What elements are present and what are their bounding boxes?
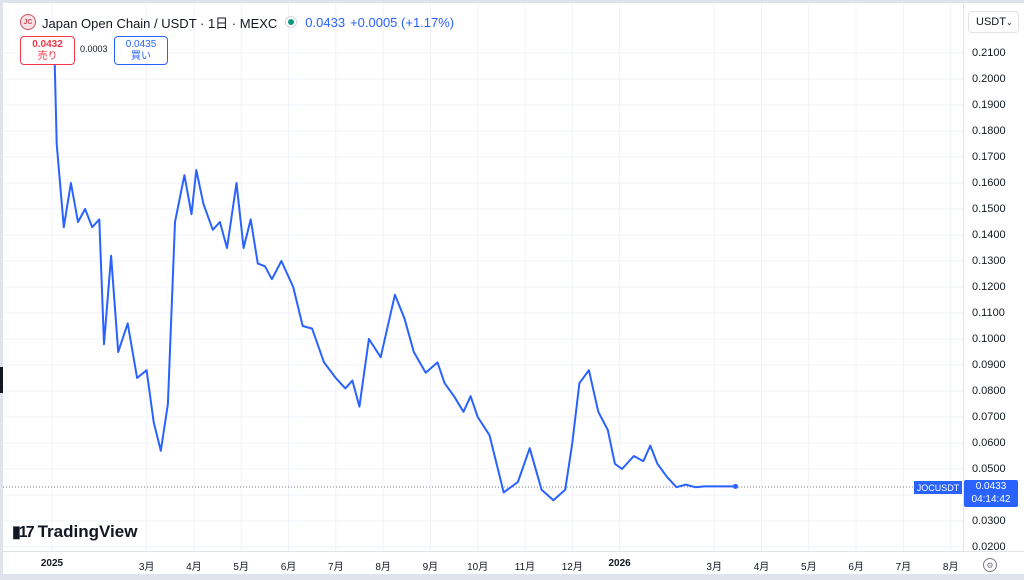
legend-last-price: 0.0433 [305,14,346,30]
y-tick-label: 0.0600 [972,437,1006,449]
buy-button[interactable]: 0.0435 買い [114,36,168,65]
series-line-jocusdt [53,50,736,502]
watermark-text: TradingView [37,522,138,541]
chart-grid [3,3,963,551]
y-tick-label: 0.1500 [972,203,1006,215]
left-border [0,0,3,580]
sell-label: 売り [37,50,58,62]
y-tick-label: 0.0300 [972,515,1006,527]
market-status-icon[interactable] [285,16,298,28]
last-price-tag-value: 0.0433 [975,481,1007,492]
x-tick-label: 5月 [801,562,817,573]
y-tick-label: 0.2100 [972,47,1006,59]
y-tick-label: 0.0500 [972,463,1006,475]
bottom-border [0,574,1024,580]
x-tick-label: 6月 [280,562,297,573]
x-tick-label: 7月 [328,562,344,573]
y-tick-label: 0.1700 [972,151,1006,163]
coin-icon: JC [20,14,36,30]
buy-label: 買い [131,50,151,62]
symbol-title[interactable]: Japan Open Chain / USDT · 1日 · MEXC [42,15,278,31]
symbol-price-tag: JOCUSDT [914,481,962,494]
last-price-tag: 0.0433 04:14:42 [964,480,1018,507]
tradingview-watermark[interactable]: ▮17 TradingView [12,522,137,542]
chart-legend[interactable]: JC Japan Open Chain / USDT · 1日 · MEXC 0… [20,12,454,32]
y-tick-label: 0.0800 [972,385,1006,397]
x-tick-label: 7月 [895,562,912,573]
buy-price: 0.0435 [125,38,157,50]
x-tick-label: 3月 [138,562,155,573]
x-tick-label: 4月 [753,562,770,573]
y-tick-label: 0.1600 [972,177,1006,189]
chevron-down-icon: ⌄ [1005,17,1013,27]
y-tick-label: 0.0700 [972,411,1006,423]
y-tick-label: 0.1200 [972,281,1006,293]
y-tick-label: 0.1800 [972,125,1006,137]
spread-value: 0.0003 [80,44,108,54]
y-tick-label: 0.0200 [972,541,1006,553]
x-tick-label: 5月 [233,562,249,573]
x-tick-label: 8月 [375,562,391,573]
x-tick-label: 10月 [467,562,489,573]
currency-dropdown[interactable]: USDT ⌄ [968,11,1019,33]
sell-button[interactable]: 0.0432 売り [20,36,75,65]
x-tick-label: 3月 [706,562,722,573]
tradingview-logo-icon: ▮17 [12,524,35,541]
y-tick-label: 0.1300 [972,255,1006,267]
x-tick-label: 2025 [40,558,64,569]
sell-price: 0.0432 [32,38,63,50]
x-tick-label: 12月 [561,562,583,573]
y-tick-label: 0.2000 [972,73,1006,85]
x-tick-label: 2026 [608,558,631,569]
y-tick-label: 0.0900 [972,359,1006,371]
currency-label: USDT [976,16,1006,28]
x-tick-label: 8月 [942,562,959,573]
time-axis-separator [3,551,1024,552]
bar-countdown: 04:14:42 [971,494,1011,505]
y-tick-label: 0.1900 [972,99,1006,111]
top-border [0,0,1024,3]
last-price-point [732,483,738,489]
x-tick-label: 11月 [514,562,536,573]
y-tick-label: 0.1100 [972,307,1005,319]
x-tick-label: 6月 [848,562,864,573]
y-tick-label: 0.1400 [972,229,1006,241]
left-toolbar-marker[interactable] [0,367,3,393]
x-tick-label: 9月 [422,562,439,573]
price-axis-separator [963,3,964,552]
legend-change: +0.0005 (+1.17%) [350,14,455,30]
x-tick-label: 4月 [186,562,202,573]
y-tick-label: 0.1000 [972,333,1006,345]
settings-icon[interactable]: ⚙ [983,558,997,572]
